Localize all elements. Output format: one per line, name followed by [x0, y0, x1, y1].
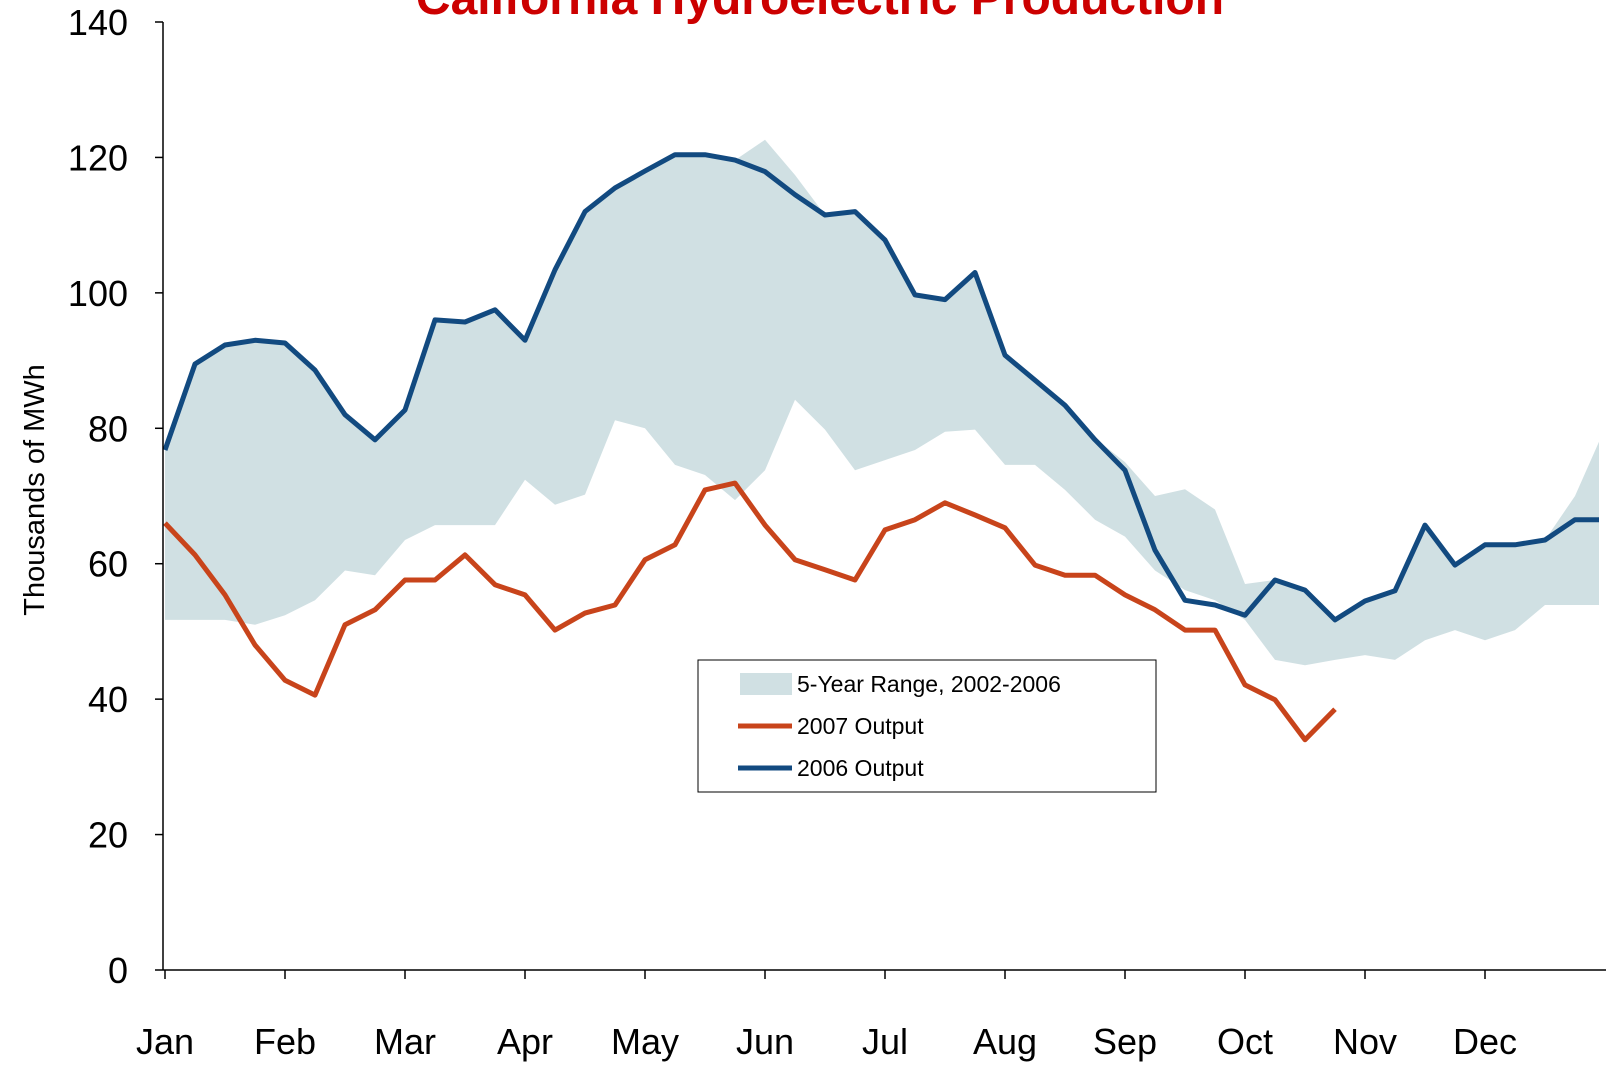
y-tick-label: 0	[108, 950, 128, 991]
x-tick-label: Jun	[736, 1021, 794, 1062]
y-tick-label: 20	[88, 815, 128, 856]
x-tick-label: Jan	[136, 1021, 194, 1062]
x-tick-label: Oct	[1217, 1021, 1273, 1062]
legend-label: 2007 Output	[797, 713, 924, 739]
x-tick-label: Mar	[374, 1021, 436, 1062]
chart-title: California Hydroelectric Production	[416, 0, 1224, 25]
x-tick-label: Jul	[862, 1021, 908, 1062]
x-tick-label: Apr	[497, 1021, 553, 1062]
y-tick-label: 60	[88, 544, 128, 585]
y-tick-label: 40	[88, 679, 128, 720]
x-tick-label: May	[611, 1021, 679, 1062]
y-tick-label: 100	[68, 273, 128, 314]
legend-swatch	[740, 673, 792, 695]
x-tick-label: Nov	[1333, 1021, 1397, 1062]
y-tick-label: 80	[88, 408, 128, 449]
legend-label: 2006 Output	[797, 755, 924, 781]
x-tick-label: Feb	[254, 1021, 316, 1062]
line-series	[163, 480, 1337, 743]
x-tick-label: Aug	[973, 1021, 1037, 1062]
legend-label: 5-Year Range, 2002-2006	[797, 671, 1061, 697]
y-axis-label: Thousands of MWh	[19, 364, 51, 615]
x-tick-label: Sep	[1093, 1021, 1157, 1062]
y-tick-label: 120	[68, 137, 128, 178]
range-area	[165, 139, 1599, 666]
x-tick-label: Dec	[1453, 1021, 1517, 1062]
line-series	[162, 152, 1599, 623]
y-tick-label: 140	[68, 2, 128, 43]
